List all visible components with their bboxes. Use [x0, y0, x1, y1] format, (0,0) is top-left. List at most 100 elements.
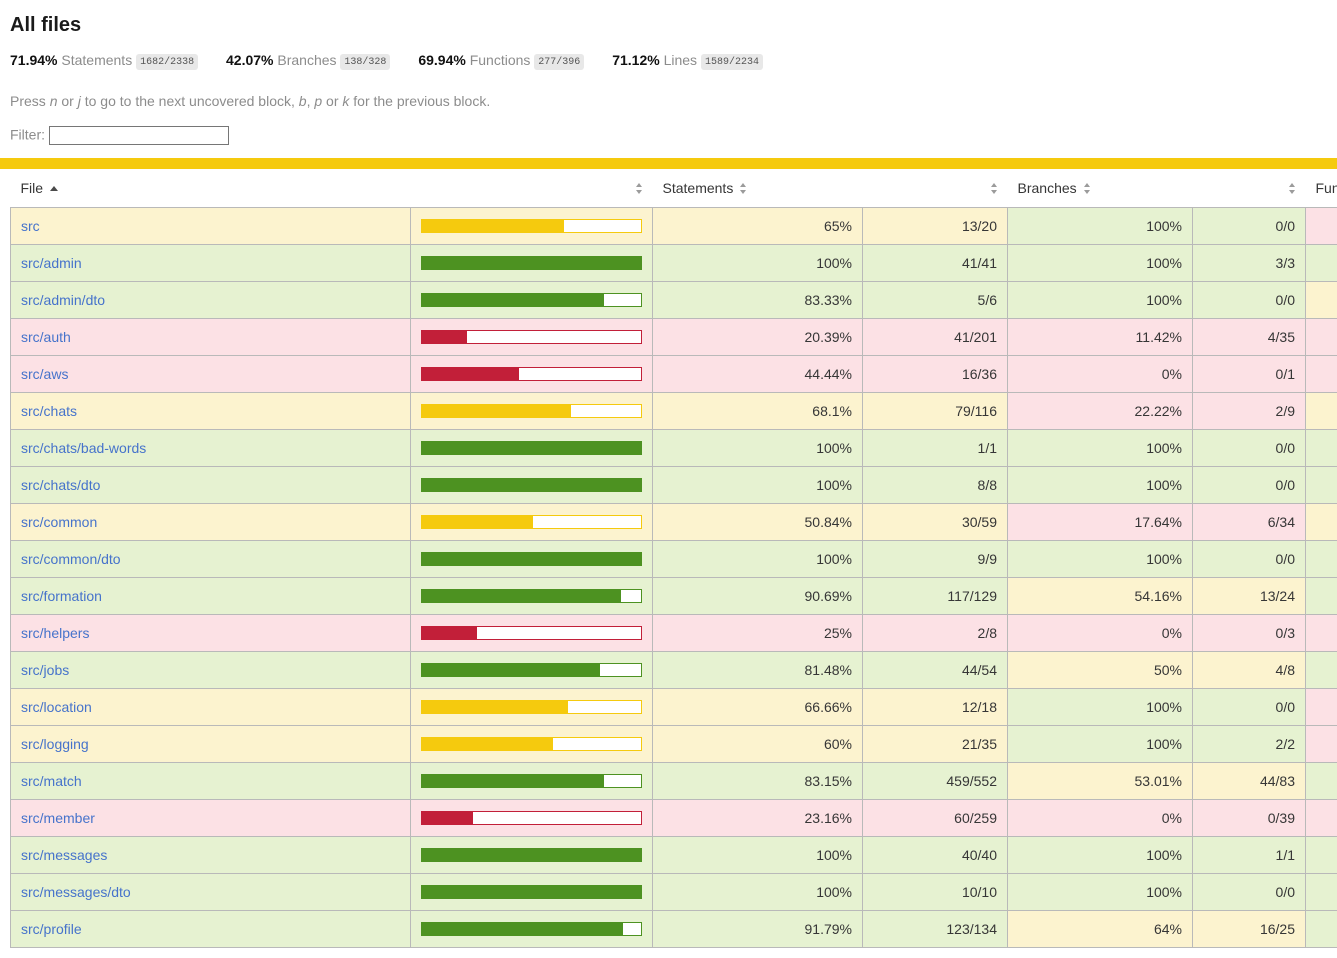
column-header-statements-raw[interactable]: [863, 170, 1008, 207]
statements-pct-cell: 60%: [653, 725, 863, 762]
statements-fraction-cell: 79/116: [863, 392, 1008, 429]
column-header-functions[interactable]: Functions: [1306, 170, 1337, 207]
coverage-bar-fill: [422, 738, 553, 750]
statements-pct-cell: 100%: [653, 429, 863, 466]
statements-fraction-cell: 10/10: [863, 873, 1008, 910]
statements-fraction-cell: 13/20: [863, 207, 1008, 244]
file-cell: src/admin/dto: [11, 281, 411, 318]
branches-fraction-cell: 0/3: [1193, 614, 1306, 651]
table-row: src/chats 68.1% 79/116 22.22% 2/9: [11, 392, 1337, 429]
coverage-bar: [421, 256, 642, 270]
summary-metrics: 71.94% Statements 1682/2338 42.07% Branc…: [10, 52, 1327, 68]
coverage-bar-empty: [519, 368, 641, 380]
file-cell: src/match: [11, 762, 411, 799]
filter-input[interactable]: [49, 126, 229, 145]
coverage-bar: [421, 293, 642, 307]
column-header-statements[interactable]: Statements: [653, 170, 863, 207]
file-link[interactable]: src/jobs: [21, 662, 69, 678]
file-link[interactable]: src/admin/dto: [21, 292, 105, 308]
branches-fraction-cell: 3/3: [1193, 244, 1306, 281]
branches-pct-cell: 100%: [1008, 836, 1193, 873]
sort-icon[interactable]: [740, 183, 747, 194]
file-link[interactable]: src/chats/dto: [21, 477, 100, 493]
file-link[interactable]: src/auth: [21, 329, 71, 345]
column-header-branches[interactable]: Branches: [1008, 170, 1193, 207]
functions-cell: [1306, 392, 1337, 429]
file-link[interactable]: src: [21, 218, 40, 234]
coverage-bar-cell: [411, 799, 653, 836]
column-header-file[interactable]: File: [11, 170, 411, 207]
sort-icon[interactable]: [636, 183, 643, 194]
branches-pct-cell: 11.42%: [1008, 318, 1193, 355]
file-link[interactable]: src/chats: [21, 403, 77, 419]
branches-pct-cell: 100%: [1008, 873, 1193, 910]
file-link[interactable]: src/formation: [21, 588, 102, 604]
key-p: p: [314, 93, 322, 109]
coverage-status-banner: [0, 158, 1337, 169]
column-header-bar[interactable]: [411, 170, 653, 207]
statements-fraction-cell: 40/40: [863, 836, 1008, 873]
coverage-bar-cell: [411, 614, 653, 651]
statements-pct-cell: 100%: [653, 540, 863, 577]
coverage-bar-fill: [422, 294, 604, 306]
coverage-bar-cell: [411, 244, 653, 281]
coverage-bar-empty: [564, 220, 641, 232]
coverage-bar-cell: [411, 466, 653, 503]
sort-icon[interactable]: [1289, 183, 1296, 194]
metric-statements-label: Statements: [61, 52, 132, 68]
file-cell: src/formation: [11, 577, 411, 614]
coverage-bar-cell: [411, 392, 653, 429]
file-cell: src/logging: [11, 725, 411, 762]
file-link[interactable]: src/messages: [21, 847, 107, 863]
statements-pct-cell: 100%: [653, 466, 863, 503]
file-link[interactable]: src/common/dto: [21, 551, 121, 567]
statements-pct-cell: 91.79%: [653, 910, 863, 947]
table-row: src/match 83.15% 459/552 53.01% 44/83: [11, 762, 1337, 799]
branches-pct-cell: 50%: [1008, 651, 1193, 688]
sort-icon[interactable]: [991, 183, 998, 194]
file-link[interactable]: src/profile: [21, 921, 82, 937]
coverage-bar: [421, 367, 642, 381]
statements-fraction-cell: 41/201: [863, 318, 1008, 355]
file-link[interactable]: src/messages/dto: [21, 884, 131, 900]
statements-pct-cell: 90.69%: [653, 577, 863, 614]
column-header-branches-raw[interactable]: [1193, 170, 1306, 207]
sort-icon[interactable]: [1084, 183, 1091, 194]
file-link[interactable]: src/admin: [21, 255, 82, 271]
file-link[interactable]: src/member: [21, 810, 95, 826]
statements-fraction-cell: 5/6: [863, 281, 1008, 318]
file-cell: src/common/dto: [11, 540, 411, 577]
statements-fraction-cell: 12/18: [863, 688, 1008, 725]
coverage-bar: [421, 663, 642, 677]
functions-cell: [1306, 762, 1337, 799]
file-link[interactable]: src/chats/bad-words: [21, 440, 146, 456]
file-cell: src: [11, 207, 411, 244]
file-link[interactable]: src/match: [21, 773, 82, 789]
table-row: src/messages 100% 40/40 100% 1/1: [11, 836, 1337, 873]
branches-pct-cell: 54.16%: [1008, 577, 1193, 614]
functions-cell: [1306, 688, 1337, 725]
table-row: src/common 50.84% 30/59 17.64% 6/34: [11, 503, 1337, 540]
coverage-bar-empty: [473, 812, 641, 824]
functions-cell: [1306, 540, 1337, 577]
file-link[interactable]: src/location: [21, 699, 92, 715]
file-link[interactable]: src/common: [21, 514, 97, 530]
branches-fraction-cell: 0/1: [1193, 355, 1306, 392]
metric-functions-pct: 69.94%: [418, 52, 465, 68]
metric-statements-fraction: 1682/2338: [136, 54, 198, 70]
table-row: src/common/dto 100% 9/9 100% 0/0: [11, 540, 1337, 577]
file-cell: src/common: [11, 503, 411, 540]
coverage-bar-cell: [411, 762, 653, 799]
file-link[interactable]: src/helpers: [21, 625, 89, 641]
coverage-bar-empty: [568, 701, 641, 713]
statements-pct-cell: 65%: [653, 207, 863, 244]
statements-pct-cell: 81.48%: [653, 651, 863, 688]
coverage-bar: [421, 552, 642, 566]
statements-fraction-cell: 21/35: [863, 725, 1008, 762]
functions-cell: [1306, 577, 1337, 614]
coverage-bar: [421, 626, 642, 640]
statements-fraction-cell: 30/59: [863, 503, 1008, 540]
file-link[interactable]: src/logging: [21, 736, 89, 752]
coverage-bar: [421, 219, 642, 233]
file-link[interactable]: src/aws: [21, 366, 68, 382]
